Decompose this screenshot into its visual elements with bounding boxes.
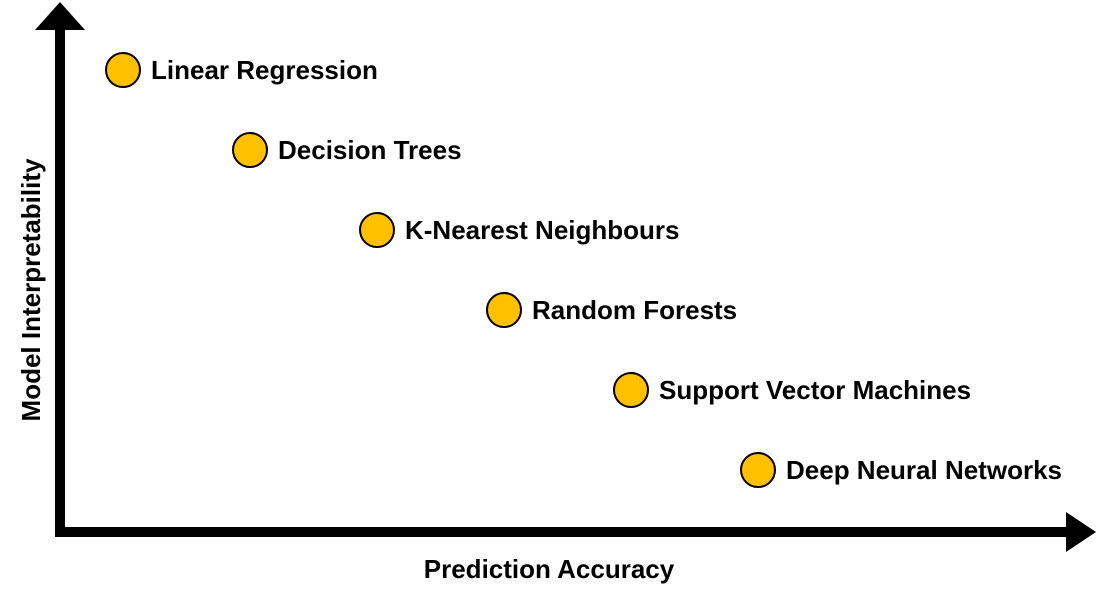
data-point-label: K-Nearest Neighbours [405,215,680,245]
data-point-label: Decision Trees [278,135,462,165]
data-point-marker [740,452,776,488]
data-point-marker [359,212,395,248]
y-axis-title: Model Interpretability [16,158,46,421]
data-point-label: Support Vector Machines [659,375,971,405]
data-point-marker [105,52,141,88]
data-point-marker [613,372,649,408]
data-point: Support Vector Machines [613,372,971,408]
data-point-label: Random Forests [532,295,737,325]
data-point: Deep Neural Networks [740,452,1062,488]
data-point: Random Forests [486,292,737,328]
data-point: K-Nearest Neighbours [359,212,680,248]
x-axis-arrowhead [1066,512,1096,552]
y-axis-arrowhead [35,2,85,30]
data-point-marker [232,132,268,168]
data-point: Decision Trees [232,132,462,168]
data-point-label: Linear Regression [151,55,378,85]
data-point-marker [486,292,522,328]
points-layer: Linear Regression Decision Trees K-Nearest… [105,52,1062,488]
data-point-label: Deep Neural Networks [786,455,1062,485]
x-axis-title: Prediction Accuracy [424,554,675,584]
data-point: Linear Regression [105,52,378,88]
